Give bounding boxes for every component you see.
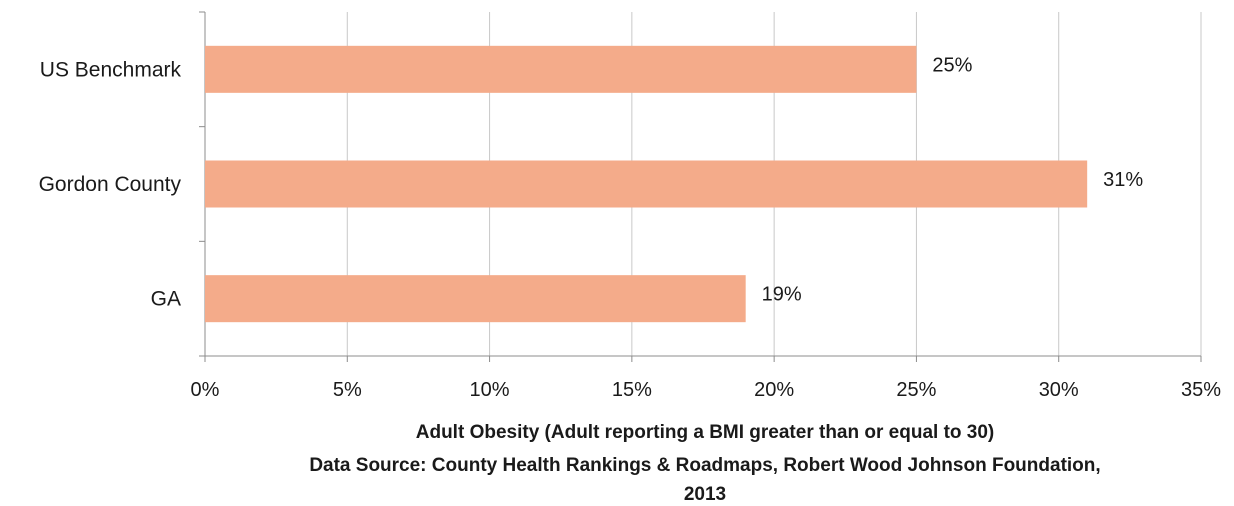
x-axis-title-line-1: Adult Obesity (Adult reporting a BMI gre… xyxy=(416,422,995,443)
x-tick-label: 35% xyxy=(1181,379,1221,401)
category-label: GA xyxy=(151,288,181,311)
category-label: Gordon County xyxy=(39,173,182,196)
bars xyxy=(205,45,1088,323)
x-tick-label: 15% xyxy=(612,379,652,401)
x-tick-label: 20% xyxy=(754,379,794,401)
bar xyxy=(205,160,1088,208)
x-tick-labels: 0% 5% 10% 15% 20% 25% 30% 35% xyxy=(191,379,1222,401)
data-label: 25% xyxy=(932,54,972,76)
x-tick-label: 0% xyxy=(191,379,220,401)
category-label: US Benchmark xyxy=(40,58,182,81)
data-labels: 25% 31% 19% xyxy=(762,54,1144,305)
x-axis-title-line-3: 2013 xyxy=(684,484,726,505)
category-labels: US Benchmark Gordon County GA xyxy=(39,58,182,310)
bar xyxy=(205,275,746,323)
data-label: 31% xyxy=(1103,169,1143,191)
x-axis-title: Adult Obesity (Adult reporting a BMI gre… xyxy=(309,422,1100,505)
x-tick-label: 25% xyxy=(896,379,936,401)
data-label: 19% xyxy=(762,284,802,306)
x-tick-label: 10% xyxy=(470,379,510,401)
x-tick-label: 5% xyxy=(333,379,362,401)
x-tick-label: 30% xyxy=(1039,379,1079,401)
x-axis-title-line-2: Data Source: County Health Rankings & Ro… xyxy=(309,455,1100,476)
bar xyxy=(205,45,917,93)
